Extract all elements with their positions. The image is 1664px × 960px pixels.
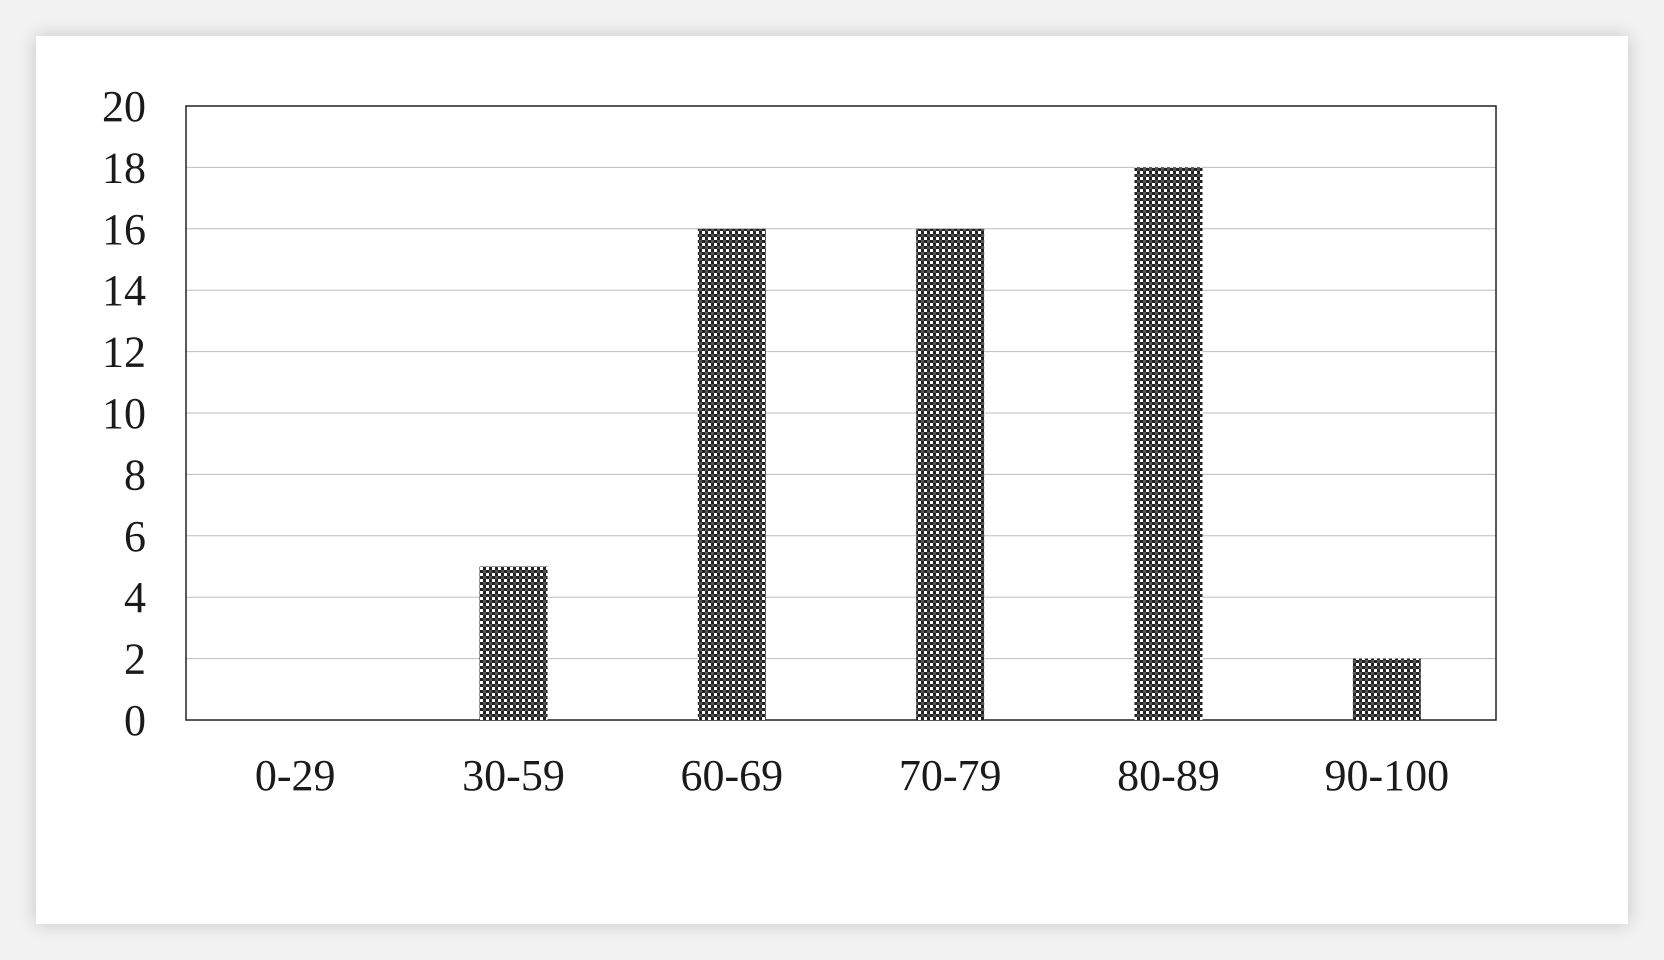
x-tick-label: 90-100	[1325, 751, 1450, 800]
bars	[479, 167, 1421, 721]
chart-card: 0 2 4 6 8 10 12 14 16 18 20 0-29 30-59 60-69 70-79 80-…	[36, 36, 1628, 924]
bar-30-59	[479, 566, 548, 720]
y-axis-ticks: 0 2 4 6 8 10 12 14 16 18 20	[102, 82, 146, 745]
y-tick-label: 8	[124, 450, 146, 499]
y-tick-label: 20	[102, 82, 146, 131]
plot-frame	[185, 105, 1497, 721]
y-tick-label: 6	[124, 512, 146, 561]
y-tick-label: 18	[102, 143, 146, 192]
bar-90-100	[1352, 658, 1421, 720]
x-axis-ticks: 0-29 30-59 60-69 70-79 80-89 90-100	[255, 751, 1449, 800]
x-tick-label: 80-89	[1117, 751, 1220, 800]
bar-chart: 0 2 4 6 8 10 12 14 16 18 20 0-29 30-59 60-69 70-79 80-…	[102, 82, 1497, 800]
x-tick-label: 0-29	[255, 751, 336, 800]
y-tick-label: 10	[102, 389, 146, 438]
y-tick-label: 2	[124, 635, 146, 684]
bar-80-89	[1134, 167, 1203, 720]
x-tick-label: 60-69	[681, 751, 784, 800]
y-tick-label: 14	[102, 266, 146, 315]
y-tick-label: 12	[102, 328, 146, 377]
bar-60-69	[697, 228, 766, 721]
x-tick-label: 70-79	[899, 751, 1002, 800]
y-tick-label: 0	[124, 696, 146, 745]
y-tick-label: 4	[124, 573, 146, 622]
gridlines	[186, 166, 1496, 660]
bar-70-79	[916, 228, 985, 721]
x-tick-label: 30-59	[462, 751, 565, 800]
y-tick-label: 16	[102, 205, 146, 254]
